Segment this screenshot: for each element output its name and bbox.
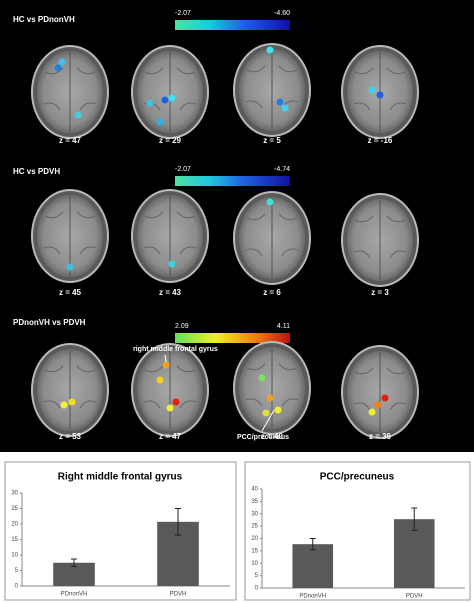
panel-title: HC vs PDVH [13,167,60,176]
brain-sulci [143,67,197,111]
y-tick-label: 30 [251,511,258,517]
y-tick-label: 25 [251,524,258,530]
activation-blob [266,394,274,402]
slice-label: z = -16 [368,136,393,145]
slice-label: z = 3 [371,288,389,297]
activation-blob [376,91,384,99]
activation-blob [258,374,266,382]
activation-blob [381,394,389,402]
activation-blob [161,96,169,104]
chart-frame [4,461,237,601]
y-tick-label: 10 [251,561,258,567]
activation-blob [368,86,376,94]
brain-sulci [43,365,97,409]
activation-blob [60,401,68,409]
chart-title: PCC/precuneus [320,472,395,483]
colorbar-max-label: -4.60 [274,10,290,17]
activation-blob [168,94,176,102]
y-tick-label: 10 [11,553,18,559]
activation-blob [374,401,382,409]
activation-blob [281,104,289,112]
colorbar [175,20,290,30]
slice-label: z = 5 [263,136,281,145]
slice-label: z = 29 [159,136,182,145]
slice-label: z = 47 [159,432,182,441]
brain-sulci [245,65,299,109]
activation-blob [66,263,74,271]
activation-blob [266,198,274,206]
colorbar-min-label: 2.09 [175,323,189,330]
colorbar [175,176,290,186]
brain-sulci [43,211,97,255]
activation-blob [162,361,170,369]
bar [292,544,334,588]
brain-sulci [245,213,299,257]
activation-blob [68,398,76,406]
brain-sulci [143,365,197,409]
activation-blob [276,98,284,106]
error-bar [411,507,418,531]
y-tick-label: 30 [11,491,18,497]
activation-blob [146,99,154,107]
activation-blob [74,111,82,119]
brain-sulci [353,367,407,411]
y-tick-label: 20 [11,522,18,528]
activation-blob [156,118,164,126]
error-bar [71,558,77,567]
error-bar [175,508,181,536]
error-bar [309,538,316,551]
activation-blob [168,260,176,268]
activation-blob [172,398,180,406]
activation-blob [266,46,274,54]
chart-frame [244,461,471,601]
activation-blob [368,408,376,416]
y-tick-label: 0 [255,586,259,592]
activation-blob [156,376,164,384]
activation-blob [54,64,62,72]
y-tick-label: 35 [251,499,258,505]
slice-label: z = 36 [369,432,392,441]
annotation: PCC/precuneus [237,434,289,441]
brain-sulci [43,67,97,111]
annotation-pointer [261,409,275,432]
activation-blob [58,58,66,66]
activation-blob [166,404,174,412]
annotation-pointer [164,354,167,363]
activation-blob [274,406,282,414]
slice-label: z = 43 [159,288,182,297]
y-tick-label: 5 [15,568,19,574]
y-tick-label: 5 [255,573,259,579]
brain-sulci [353,67,407,111]
colorbar-min-label: -2.07 [175,10,191,17]
y-tick-label: 25 [11,506,18,512]
bar [53,562,95,586]
y-tick-label: 15 [11,537,18,543]
activation-blob [262,409,270,417]
colorbar-min-label: -2.07 [175,166,191,173]
brain-sulci [245,363,299,407]
slice-label: z = 53 [59,432,82,441]
y-tick-label: 0 [15,584,19,590]
x-tick-label: PDVH [170,592,187,598]
y-tick-label: 15 [251,548,258,554]
x-tick-label: PDVH [406,594,423,600]
colorbar-max-label: 4.11 [277,323,290,330]
x-tick-label: PDnonVH [61,592,88,598]
colorbar [175,333,290,343]
slice-label: z = 40 [261,432,284,441]
x-tick-label: PDnonVH [299,594,326,600]
slice-label: z = 6 [263,288,281,297]
slice-label: z = 45 [59,288,82,297]
y-tick-label: 20 [251,536,258,542]
chart-title: Right middle frontal gyrus [58,472,183,483]
panel-title: PDnonVH vs PDVH [13,318,86,327]
annotation: right middle frontal gyrus [133,346,218,353]
panel-title: HC vs PDnonVH [13,15,75,24]
y-tick-label: 40 [251,487,258,493]
colorbar-max-label: -4.74 [274,166,290,173]
slice-label: z = 47 [59,136,82,145]
brain-sulci [143,211,197,255]
brain-sulci [353,215,407,259]
